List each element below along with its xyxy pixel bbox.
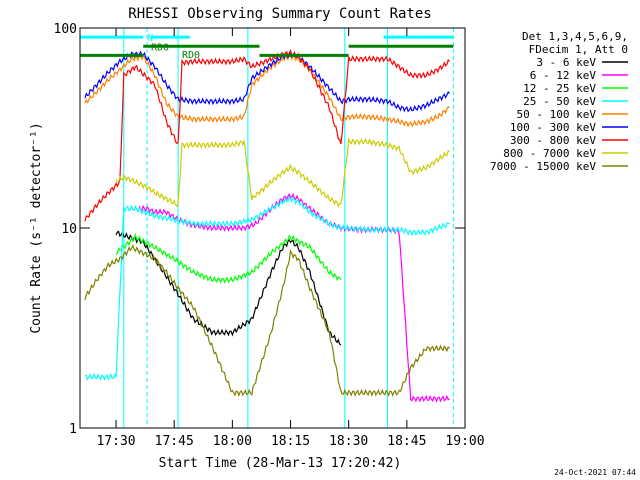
x-tick-label: 18:00 (213, 434, 252, 449)
x-tick-label: 18:30 (329, 434, 368, 449)
legend-entry-label: 6 - 12 keV (530, 69, 597, 82)
x-axis-label: Start Time (28-Mar-13 17:20:42) (159, 456, 402, 471)
x-tick-label: 18:45 (387, 434, 426, 449)
legend-header: Det 1,3,4,5,6,9, (522, 30, 628, 43)
series-line (84, 243, 450, 397)
series-line (84, 50, 450, 113)
x-tick-label: 19:00 (445, 434, 484, 449)
annotation-label: RD0 (151, 42, 169, 53)
generated-timestamp: 24-Oct-2021 07:44 (554, 468, 636, 477)
series-line (84, 49, 450, 222)
legend-entry-label: 7000 - 15000 keV (490, 160, 596, 173)
legend-entry-label: 25 - 50 keV (523, 95, 596, 108)
legend-entry-label: 12 - 25 keV (523, 82, 596, 95)
y-axis-label: Count Rate (s⁻¹ detector⁻¹) (29, 122, 44, 333)
x-tick-label: 17:30 (96, 434, 135, 449)
series-line (115, 230, 342, 346)
series-line (115, 137, 450, 208)
chart-title: RHESSI Observing Summary Count Rates (128, 6, 431, 22)
y-tick-label: 100 (54, 22, 77, 37)
y-tick-label: 10 (61, 222, 77, 237)
legend-entry-label: 50 - 100 keV (517, 108, 597, 121)
axes: 17:30 17:45 18:00 18:15 18:30 18:45 19:00 1 10 10… (54, 22, 485, 449)
series-line (138, 192, 450, 403)
legend-entry-label: 3 - 6 keV (536, 56, 596, 69)
series-line (84, 54, 450, 128)
x-tick-label: 17:45 (155, 434, 194, 449)
legend-entry-label: 800 - 7000 keV (503, 147, 596, 160)
legend-entry-label: 100 - 300 keV (510, 121, 596, 134)
legend: Det 1,3,4,5,6,9,FDecim 1, Att 03 - 6 keV… (490, 30, 628, 173)
legend-header: FDecim 1, Att 0 (529, 43, 628, 56)
series-line (115, 232, 342, 284)
annotation-label: RD0 (182, 50, 200, 61)
annotation-label: N (147, 33, 153, 44)
series-line (84, 195, 450, 381)
legend-entry-label: 300 - 800 keV (510, 134, 596, 147)
x-tick-label: 18:15 (271, 434, 310, 449)
y-tick-label: 1 (69, 422, 77, 437)
